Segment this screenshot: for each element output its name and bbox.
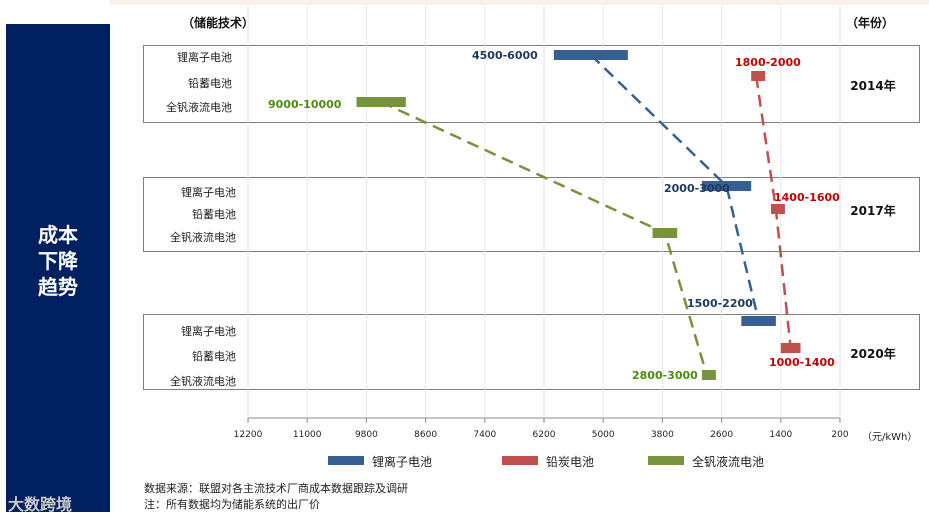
group-box-2020 xyxy=(143,314,920,390)
value-label-lead-2014: 1800-2000 xyxy=(735,56,801,69)
footnote: 注：所有数据均为储能系统的出厂价 xyxy=(144,498,320,511)
row-label-lithium: 锂离子电池 xyxy=(181,325,236,338)
bar-lead-2014年 xyxy=(751,71,766,81)
x-tick-label: 7400 xyxy=(473,430,497,440)
year-header: （年份） xyxy=(846,16,895,30)
row-label-lead: 铅蓄电池 xyxy=(188,77,232,90)
legend-text: 锂离子电池 xyxy=(372,455,433,469)
bar-vanadium-2020年 xyxy=(701,370,716,380)
source-note: 数据来源：联盟对各主流技术厂商成本数据跟踪及调研 xyxy=(144,482,408,495)
tech-header: （储能技术） xyxy=(182,16,255,30)
legend-swatch xyxy=(648,456,684,465)
row-label-lithium: 锂离子电池 xyxy=(181,186,236,199)
x-tick-label: 200 xyxy=(831,430,849,440)
group-box-2017 xyxy=(143,177,920,252)
value-label-lithium-2017: 2000-3000 xyxy=(664,182,730,195)
year-label-2014: 2014年 xyxy=(850,79,896,93)
legend-swatch xyxy=(502,456,538,465)
bar-lithium-2017年 xyxy=(701,181,752,191)
bar-lead-2017年 xyxy=(770,204,785,214)
value-label-lithium-2014: 4500-6000 xyxy=(472,49,538,62)
x-tick-label: 3800 xyxy=(650,430,674,440)
value-label-lithium-2020: 1500-2200 xyxy=(687,297,753,310)
x-tick-label: 8600 xyxy=(414,430,438,440)
legend-swatch xyxy=(328,456,364,465)
watermark: 大数跨境 xyxy=(8,495,73,514)
row-label-vanadium: 全钒液流电池 xyxy=(170,231,236,244)
x-axis-unit: （元/kWh） xyxy=(862,432,918,443)
legend-text: 全钒液流电池 xyxy=(692,455,765,469)
side-title: 成本 下降 趋势 xyxy=(6,222,110,300)
group-box-2014 xyxy=(143,45,920,123)
side-panel xyxy=(6,24,110,512)
bar-lithium-2014年 xyxy=(553,50,628,60)
row-label-vanadium: 全钒液流电池 xyxy=(170,375,236,388)
x-tick-label: 1400 xyxy=(769,430,793,440)
bar-vanadium-2017年 xyxy=(652,228,678,238)
x-tick-label: 6200 xyxy=(532,430,556,440)
x-tick-label: 12200 xyxy=(233,430,263,440)
x-tick-label: 2600 xyxy=(710,430,734,440)
value-label-lead-2020: 1000-1400 xyxy=(769,356,835,369)
row-label-lead: 铅蓄电池 xyxy=(192,350,236,363)
bar-lithium-2020年 xyxy=(741,316,776,326)
bar-lead-2020年 xyxy=(780,343,801,353)
side-title-line: 成本 xyxy=(38,223,78,247)
value-label-vanadium-2020: 2800-3000 xyxy=(632,369,698,382)
year-label-2020: 2020年 xyxy=(850,347,896,361)
value-label-vanadium-2014: 9000-10000 xyxy=(268,98,342,111)
x-tick-label: 11000 xyxy=(292,430,322,440)
row-label-vanadium: 全钒液流电池 xyxy=(166,101,232,114)
legend-text: 铅炭电池 xyxy=(546,455,595,469)
x-tick-label: 5000 xyxy=(591,430,615,440)
side-title-line: 趋势 xyxy=(38,275,78,299)
value-label-lead-2017: 1400-1600 xyxy=(774,191,840,204)
row-label-lead: 铅蓄电池 xyxy=(192,208,236,221)
trend-line-lithium xyxy=(589,54,760,322)
side-title-line: 下降 xyxy=(38,249,78,273)
x-tick-label: 9800 xyxy=(354,430,378,440)
year-label-2017: 2017年 xyxy=(850,204,896,218)
bar-vanadium-2014年 xyxy=(356,97,406,107)
row-label-lithium: 锂离子电池 xyxy=(177,51,232,64)
top-accent-bar xyxy=(110,0,929,5)
